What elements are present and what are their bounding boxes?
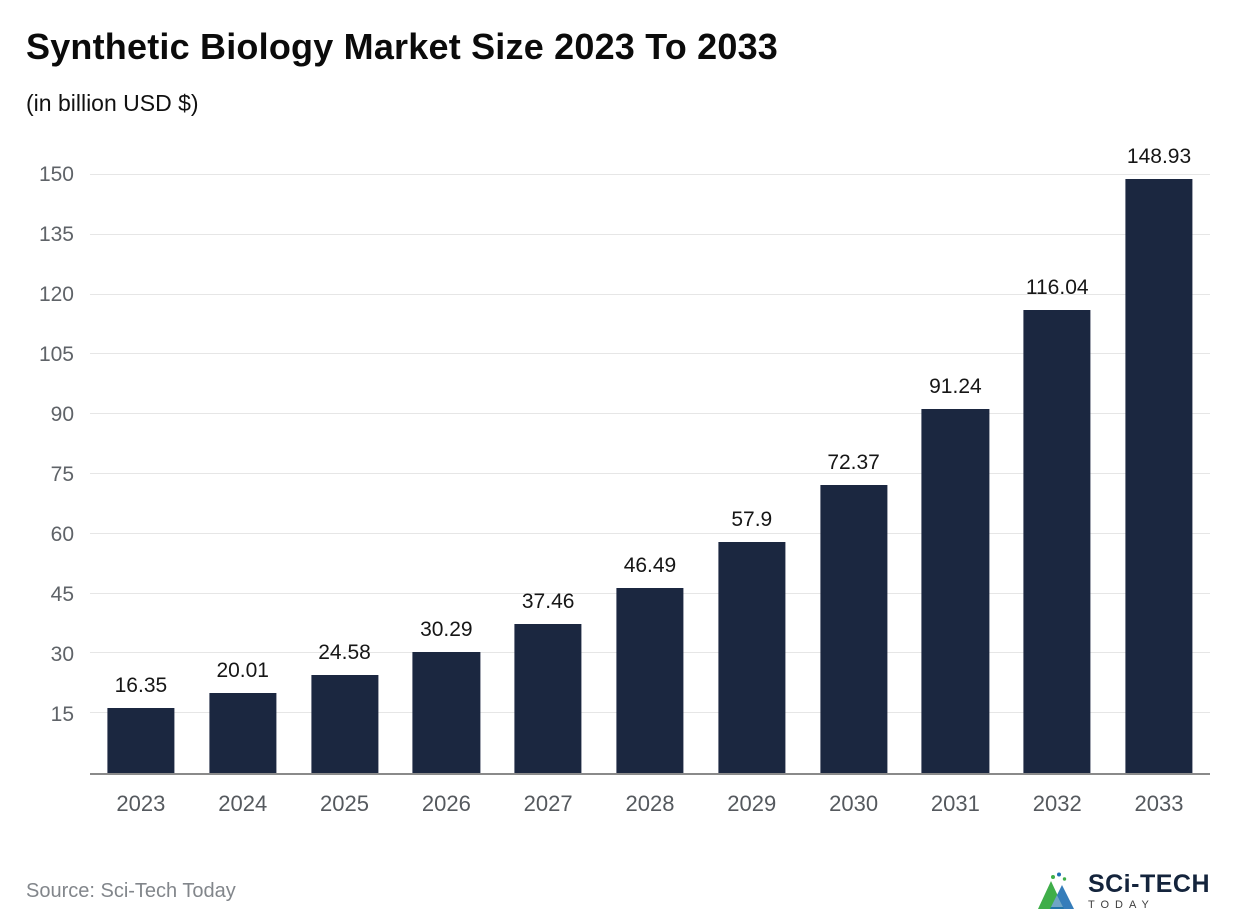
- x-axis-label: 2029: [727, 791, 777, 816]
- y-axis-tick-label: 150: [38, 163, 74, 186]
- chart-title: Synthetic Biology Market Size 2023 To 20…: [26, 26, 779, 67]
- bar-column-2028: 46.49 2028: [599, 175, 701, 816]
- bar-column-2029: 57.9 2029: [701, 175, 803, 816]
- bar-2029: [718, 542, 786, 773]
- x-axis-label: 2033: [1134, 791, 1184, 816]
- y-axis-tick-label: 120: [38, 283, 74, 306]
- x-axis-label: 2025: [320, 791, 370, 816]
- bar-value-label: 91.24: [929, 375, 982, 399]
- bar-2033: [1125, 179, 1193, 773]
- plot-area: 16.35 2023 20.01 2024 24.58 2025 30.29 2026 37.4…: [90, 145, 1210, 816]
- bar-value-label: 30.29: [420, 618, 473, 642]
- brand-text: SCi-TECH TODAY: [1088, 871, 1210, 910]
- bar-2023: [107, 707, 175, 773]
- bar-column-2032: 116.04 2032: [1006, 175, 1108, 816]
- bar-value-label: 116.04: [1025, 276, 1089, 300]
- bar-2025: [310, 675, 379, 773]
- bar-value-label: 16.35: [114, 673, 168, 697]
- y-axis-tick-label: 45: [50, 583, 74, 606]
- y-axis-tick-label: 30: [50, 643, 74, 666]
- chart-footer: Source: Sci-Tech Today SCi-TECH TODAY: [26, 871, 1210, 910]
- sci-tech-today-logo: SCi-TECH TODAY: [1036, 871, 1210, 910]
- bar-value-label: 72.37: [827, 450, 880, 474]
- bar-2026: [412, 652, 480, 773]
- bar-value-label: 20.01: [216, 659, 269, 683]
- x-axis-label: 2027: [523, 791, 573, 816]
- x-axis-label: 2023: [116, 791, 166, 816]
- bar-value-label: 24.58: [318, 641, 371, 665]
- y-axis-tick-label: 105: [38, 343, 74, 366]
- source-text: Source: Sci-Tech Today: [26, 879, 236, 902]
- bar-column-2024: 20.01 2024: [192, 175, 294, 816]
- bar-value-label: 148.93: [1126, 145, 1192, 169]
- brand-tagline: TODAY: [1087, 899, 1155, 910]
- bar-column-2026: 30.29 2026: [395, 175, 497, 816]
- x-axis-label: 2024: [218, 791, 268, 816]
- x-axis-label: 2028: [625, 791, 675, 816]
- bar-column-2031: 91.24 2031: [905, 175, 1007, 816]
- bar-column-2033: 148.93 2033: [1108, 145, 1210, 816]
- x-axis-label: 2031: [930, 791, 980, 816]
- bar-chart: 15 30 45 60 75 90 105 120 135 150 16.35 2023 20.01 2…: [26, 145, 1210, 816]
- brand-name: SCi-TECH: [1087, 870, 1210, 898]
- bar-column-2030: 72.37 2030: [803, 175, 905, 816]
- bar-2031: [921, 409, 989, 773]
- bar-column-2025: 24.58 2025: [294, 175, 396, 816]
- x-axis-label: 2026: [421, 791, 471, 816]
- y-axis-tick-label: 75: [50, 463, 74, 486]
- y-axis-tick-label: 135: [38, 223, 74, 246]
- y-axis-tick-label: 15: [50, 703, 74, 726]
- chart-subtitle: (in billion USD $): [26, 90, 199, 116]
- bar-value-label: 46.49: [623, 553, 677, 577]
- y-axis-tick-label: 60: [50, 523, 74, 546]
- bar-2024: [209, 693, 277, 773]
- bar-2030: [820, 484, 888, 773]
- x-axis-label: 2030: [829, 791, 879, 816]
- bar-2028: [616, 587, 684, 773]
- bar-2027: [514, 623, 582, 773]
- brand-mark-icon: [1037, 872, 1074, 909]
- bar-column-2023: 16.35 2023: [90, 175, 192, 816]
- bar-value-label: 57.9: [731, 508, 773, 532]
- y-axis: 15 30 45 60 75 90 105 120 135 150: [26, 164, 74, 775]
- bar-column-2027: 37.46 2027: [497, 175, 599, 816]
- bar-value-label: 37.46: [521, 589, 575, 613]
- bar-2032: [1023, 310, 1091, 773]
- y-axis-tick-label: 90: [50, 403, 74, 426]
- x-axis-label: 2032: [1032, 791, 1082, 816]
